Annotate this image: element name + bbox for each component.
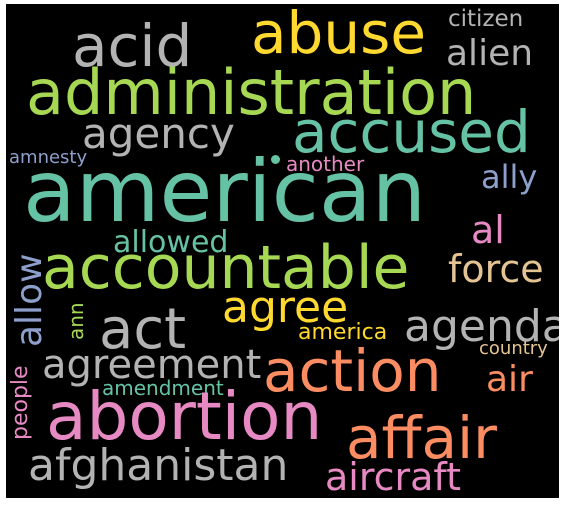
word-agency: agency xyxy=(82,109,235,158)
word-abortion: abortion xyxy=(46,378,323,455)
word-accountable: accountable xyxy=(42,233,410,303)
word-alien: alien xyxy=(446,33,534,74)
word-action: action xyxy=(263,337,442,405)
word-administration: administration xyxy=(26,56,477,129)
word-amendment: amendment xyxy=(102,376,224,400)
word-allowed: allowed xyxy=(113,225,229,260)
word-agree: agree xyxy=(222,282,349,333)
word-agreement: agreement xyxy=(42,342,262,388)
word-another: another xyxy=(286,152,365,176)
word-affair: affair xyxy=(346,404,498,472)
word-accused: accused xyxy=(292,98,531,166)
word-force: force xyxy=(448,247,544,291)
word-cloud-dot xyxy=(271,155,280,164)
word-acid: acid xyxy=(72,12,193,80)
word-citizen: citizen xyxy=(448,6,524,32)
word-air: air xyxy=(486,359,533,400)
word-ann: ann xyxy=(64,302,88,340)
word-abuse: abuse xyxy=(251,4,427,67)
word-act: act xyxy=(99,297,187,362)
word-amnesty: amnesty xyxy=(9,147,88,168)
word-afghanistan: afghanistan xyxy=(28,440,289,491)
word-american: american xyxy=(23,142,427,242)
word-country: country xyxy=(479,338,548,359)
word-aircraft: aircraft xyxy=(325,455,462,498)
word-ally: ally xyxy=(481,158,538,196)
word-al: al xyxy=(471,208,505,252)
word-agenda: agenda xyxy=(404,301,559,352)
word-people: people xyxy=(8,365,33,440)
word-america: america xyxy=(298,320,388,345)
word-cloud: acid abuse citizen alien administration … xyxy=(6,4,559,498)
